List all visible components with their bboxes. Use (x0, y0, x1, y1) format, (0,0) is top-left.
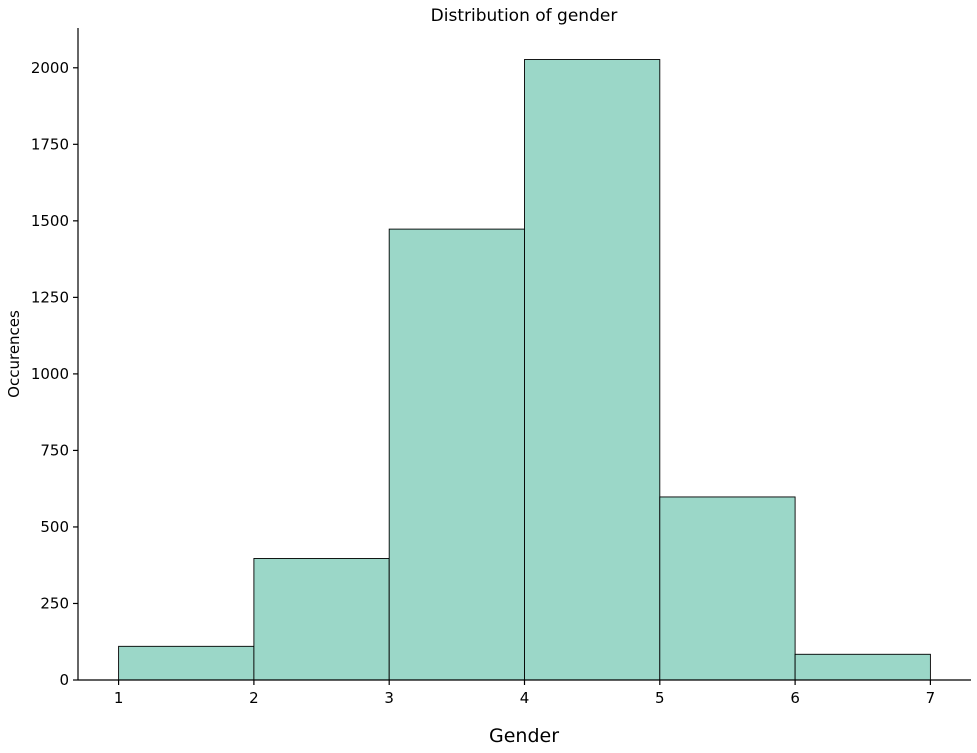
chart-title: Distribution of gender (431, 6, 618, 26)
x-tick-label: 4 (520, 689, 530, 707)
y-tick-label: 1500 (31, 212, 69, 230)
x-tick-label: 3 (384, 689, 394, 707)
histogram-bar (118, 645, 255, 681)
y-tick-label: 1750 (31, 135, 69, 153)
histogram-bar (659, 496, 796, 681)
y-tick-label: 1250 (31, 288, 69, 306)
y-tick-label: 2000 (31, 59, 69, 77)
y-tick-label: 250 (40, 594, 69, 612)
x-tick-label: 7 (926, 689, 936, 707)
y-axis-label: Occurences (5, 310, 23, 398)
x-ticks-group: 1 2 3 4 5 6 7 (114, 680, 935, 707)
histogram-bar (388, 228, 525, 681)
x-tick-label: 1 (114, 689, 124, 707)
x-tick-label: 5 (655, 689, 665, 707)
y-tick-label: 500 (40, 518, 69, 536)
bars-group (118, 59, 931, 681)
histogram-bar (524, 59, 661, 681)
y-tick-label: 1000 (31, 365, 69, 383)
y-ticks-group: 0 250 500 750 1000 1250 1500 1750 2000 (31, 59, 78, 689)
y-tick-label: 750 (40, 441, 69, 459)
histogram-bar (794, 653, 931, 681)
x-tick-label: 6 (790, 689, 800, 707)
x-tick-label: 2 (249, 689, 259, 707)
histogram-bar (253, 558, 390, 681)
y-tick-label: 0 (59, 671, 69, 689)
x-axis-label: Gender (489, 725, 559, 747)
